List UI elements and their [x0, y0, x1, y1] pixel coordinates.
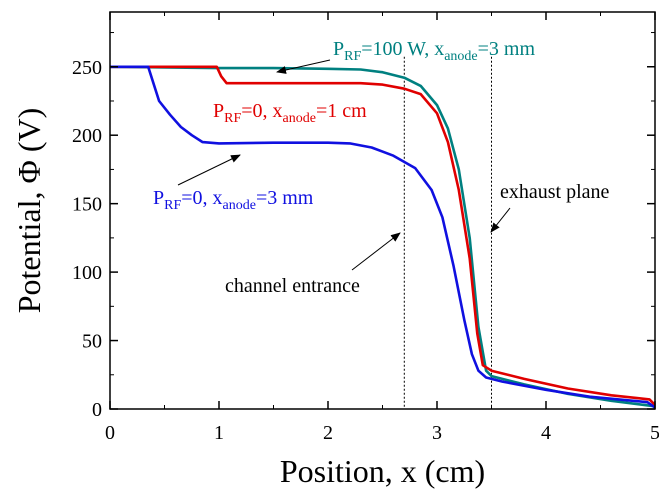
x-tick-label: 0 [105, 422, 115, 444]
annotation-prf100-3mm: PRF=100 W, xanode=3 mm [333, 38, 535, 64]
series-line-1 [110, 65, 656, 406]
y-tick-label: 250 [72, 57, 102, 79]
annotation-prf0-1cm: PRF=0, xanode=1 cm [213, 100, 367, 126]
x-tick-label: 1 [214, 422, 224, 444]
annotation-prf0-3mm: PRF=0, xanode=3 mm [153, 187, 314, 213]
y-tick-label: 0 [92, 399, 102, 421]
x-tick-label: 4 [541, 422, 551, 444]
series-line-0 [109, 65, 656, 408]
arrow-channel [351, 232, 401, 271]
x-tick-label: 3 [432, 422, 442, 444]
y-tick-label: 50 [82, 331, 102, 353]
y-axis-title: Potential, Φ (V) [11, 108, 47, 314]
x-tick-label: 5 [650, 422, 659, 444]
y-tick-label: 200 [72, 125, 102, 147]
series-line-2 [110, 65, 656, 409]
x-tick-label: 2 [323, 422, 333, 444]
y-tick-label: 150 [72, 194, 102, 216]
x-axis-title: Position, x (cm) [280, 453, 485, 489]
arrow-exhaust [490, 207, 511, 233]
arrow-prf0-3mm [177, 154, 241, 186]
annotation-channel-entrance: channel entrance [225, 275, 360, 297]
annotation-exhaust-plane: exhaust plane [500, 181, 610, 203]
y-tick-label: 100 [72, 262, 102, 284]
arrow-prf100 [276, 59, 331, 74]
